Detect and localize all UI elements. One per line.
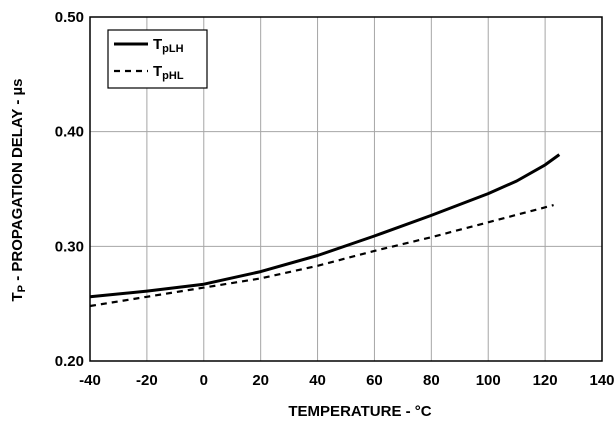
y-axis-title: TP - PROPAGATION DELAY - µs <box>9 79 28 302</box>
y-tick-label-1: 0.30 <box>55 238 84 255</box>
y-tick-label-3: 0.50 <box>55 9 84 26</box>
x-tick-label-3: 20 <box>252 372 269 389</box>
y-axis-tick-labels: 0.20 0.30 0.40 0.50 <box>55 9 84 370</box>
legend-label-tphl: TpHL <box>153 63 184 82</box>
legend: TpLH TpHL <box>107 29 208 89</box>
x-tick-label-4: 40 <box>309 372 326 389</box>
x-tick-label-1: -20 <box>136 372 158 389</box>
x-tick-label-7: 100 <box>476 372 501 389</box>
x-tick-label-2: 0 <box>200 372 208 389</box>
x-axis-tick-labels: -40 -20 0 20 40 60 80 100 120 140 <box>79 372 614 389</box>
x-tick-label-0: -40 <box>79 372 101 389</box>
plot-frame <box>89 16 603 362</box>
x-tick-label-8: 120 <box>533 372 558 389</box>
y-axis-title-main: T <box>9 292 26 301</box>
x-tick-label-6: 80 <box>423 372 440 389</box>
x-tick-label-5: 60 <box>366 372 383 389</box>
y-axis-title-sub: P <box>16 285 28 292</box>
y-axis-title-rest: - PROPAGATION DELAY - µs <box>9 79 26 285</box>
series-line-plh <box>89 153 561 299</box>
legend-box <box>107 29 208 89</box>
legend-label-tplh: TpLH <box>153 36 184 55</box>
series-line-phl <box>89 204 554 308</box>
y-tick-label-2: 0.40 <box>55 124 84 141</box>
y-tick-label-0: 0.20 <box>55 353 84 370</box>
series-layer <box>89 153 561 308</box>
x-axis-title: TEMPERATURE - °C <box>288 403 431 420</box>
x-tick-label-9: 140 <box>589 372 614 389</box>
